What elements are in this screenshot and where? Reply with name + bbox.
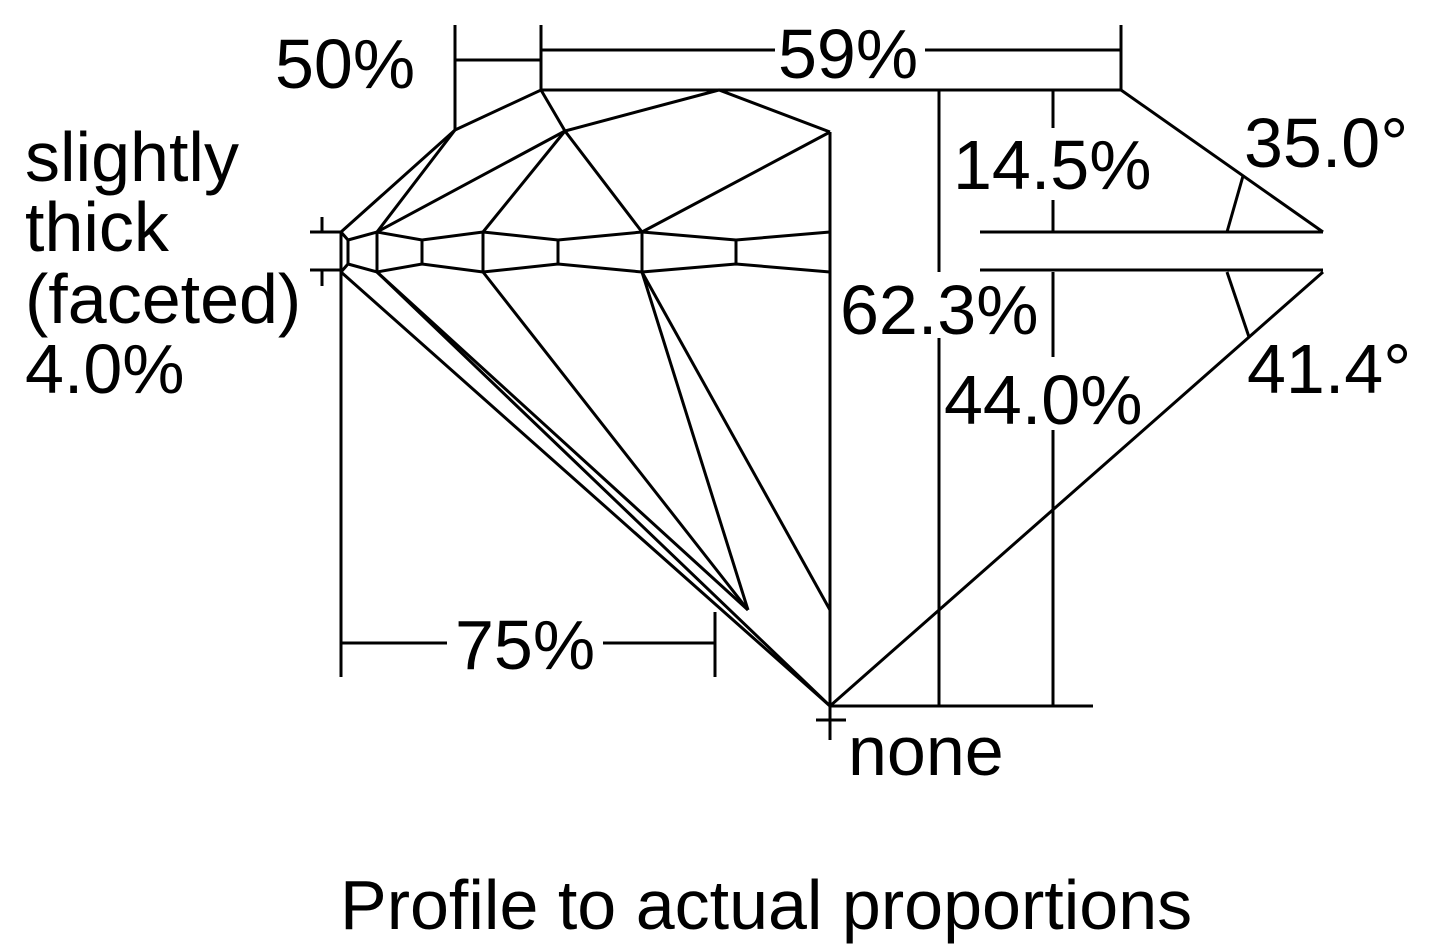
outline-segment [541,88,1324,234]
outline-segment [1225,271,1251,338]
label-girdle-line2: thick [25,188,170,266]
label-girdle-line3: (faceted) [25,260,301,338]
outline-segment [339,88,644,234]
outline-segment [340,270,831,708]
outline-segment [375,270,832,708]
label-lower-half: 75% [455,606,595,684]
outline-segment [375,270,750,612]
outline-segment [481,130,567,233]
outline-segment [641,130,831,234]
label-crown-height: 14.5% [953,126,1151,204]
outline-segment [375,129,457,233]
outline-segment [1225,175,1245,233]
outline-segment [481,271,750,611]
outline-segment [829,270,1324,708]
label-pavilion-angle: 41.4° [1247,330,1411,408]
outline-segment [640,271,832,611]
caption: Profile to actual proportions [340,866,1192,944]
label-total-depth: 62.3% [840,271,1038,349]
label-crown-angle: 35.0° [1244,104,1408,182]
outline-segment [339,262,831,274]
label-pavilion-depth: 44.0% [944,361,1142,439]
label-girdle-line1: slightly [25,118,239,196]
outline-segment [339,230,831,242]
label-girdle-line4: 4.0% [25,330,185,408]
diamond-outline-lines [310,25,1324,740]
outline-segment [564,88,831,134]
label-culet: none [848,712,1004,790]
label-table: 59% [778,15,918,93]
label-star-length: 50% [275,25,415,103]
outline-segment [376,129,566,234]
outline-segment [640,271,750,611]
